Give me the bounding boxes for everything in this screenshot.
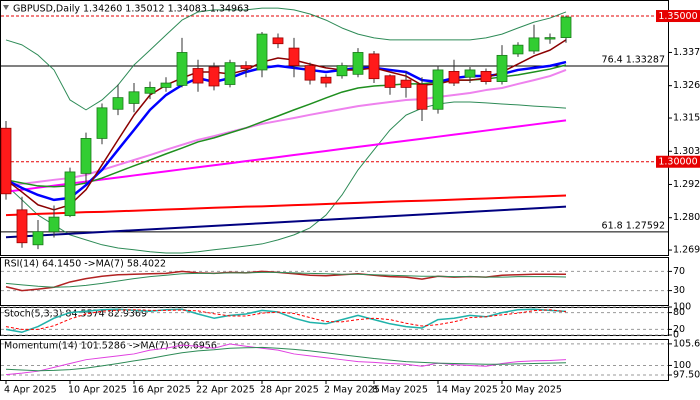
y-tick-label: 100 bbox=[673, 360, 691, 371]
x-tick-label: 28 Apr 2025 bbox=[260, 385, 319, 396]
indicator-line bbox=[5, 119, 567, 193]
candle-body bbox=[352, 52, 364, 75]
chart-title: GBPUSD,Daily 1.34260 1.35012 1.34083 1.3… bbox=[13, 4, 249, 15]
x-tick-label: 2 May 2025 bbox=[324, 385, 380, 396]
panel-title: RSI(14) 64.1450 ->MA(7) 58.4022 bbox=[4, 259, 166, 270]
y-tick-label: 1.30360 bbox=[673, 146, 700, 157]
y-tick-label: 1.33750 bbox=[673, 47, 700, 58]
candle-body bbox=[32, 231, 44, 246]
y-tick-label: 80 bbox=[673, 307, 685, 318]
candle-body bbox=[208, 66, 220, 87]
candle-body bbox=[320, 76, 332, 84]
y-tick-label: 20 bbox=[673, 324, 685, 335]
panel-frame bbox=[0, 307, 669, 336]
y-tick-label: 0 bbox=[673, 330, 679, 341]
y-tick-label: 1.26970 bbox=[673, 245, 700, 256]
indicator-line bbox=[5, 7, 567, 111]
price-level-label: 1.35000 bbox=[658, 11, 697, 22]
panel-title: Momentum(14) 101.5286 ->MA(7) 100.6956 bbox=[4, 341, 217, 352]
y-tick-label: 1.31500 bbox=[673, 113, 700, 124]
menu-icon bbox=[3, 5, 9, 10]
candle-body bbox=[528, 37, 540, 52]
y-tick-label: 100 bbox=[673, 302, 691, 313]
indicator-line bbox=[5, 101, 567, 254]
candle-body bbox=[480, 71, 492, 83]
candle-body bbox=[80, 138, 92, 174]
candle-body bbox=[560, 16, 572, 38]
x-tick-label: 22 Apr 2025 bbox=[196, 385, 255, 396]
candle-body bbox=[96, 107, 108, 139]
candle-body bbox=[240, 65, 252, 69]
y-tick-label: 70 bbox=[673, 266, 685, 277]
panel-title: Stoch(5,3,3) 84.5574 82.9369 bbox=[4, 309, 147, 320]
price-level-box bbox=[656, 10, 700, 23]
candle-body bbox=[384, 75, 396, 88]
y-tick-label: 1.28080 bbox=[673, 212, 700, 223]
y-tick-label: 1.32610 bbox=[673, 80, 700, 91]
panel-frame bbox=[0, 257, 669, 306]
candle-body bbox=[448, 71, 460, 84]
panel-frame bbox=[0, 0, 669, 256]
candle-body bbox=[512, 44, 524, 55]
candle-body bbox=[112, 97, 124, 110]
indicator-line bbox=[5, 308, 567, 333]
candle-body bbox=[416, 84, 428, 110]
y-tick-label: 1.29220 bbox=[673, 179, 700, 190]
indicator-line bbox=[5, 271, 567, 288]
candle-body bbox=[0, 127, 12, 195]
price-level-label: 1.30000 bbox=[658, 157, 697, 168]
indicator-line bbox=[5, 39, 567, 211]
candle-body bbox=[144, 87, 156, 94]
candle-body bbox=[192, 68, 204, 84]
indicator-line bbox=[5, 194, 567, 217]
candle-body bbox=[128, 91, 140, 104]
candle-body bbox=[176, 52, 188, 86]
candle-body bbox=[400, 79, 412, 88]
x-tick-label: 14 May 2025 bbox=[436, 385, 498, 396]
indicator-line bbox=[5, 343, 567, 376]
x-tick-label: 10 Apr 2025 bbox=[68, 385, 127, 396]
candle-body bbox=[336, 65, 348, 77]
indicator-line bbox=[5, 346, 567, 372]
indicator-line bbox=[5, 309, 567, 330]
candle-body bbox=[432, 69, 444, 110]
candle-body bbox=[272, 37, 284, 45]
x-tick-label: 20 May 2025 bbox=[500, 385, 562, 396]
x-tick-label: 4 Apr 2025 bbox=[4, 385, 57, 396]
fib-level-label: 76.4 1.33287 bbox=[602, 54, 665, 65]
candle-body bbox=[256, 33, 268, 71]
y-tick-label: 30 bbox=[673, 285, 685, 296]
price-level-box bbox=[656, 155, 700, 168]
candle-body bbox=[496, 54, 508, 83]
candle-body bbox=[160, 82, 172, 88]
candle-body bbox=[16, 209, 28, 244]
fib-level-label: 61.8 1.27592 bbox=[602, 220, 665, 231]
candle-body bbox=[224, 62, 236, 85]
candle-body bbox=[288, 47, 300, 66]
candle-body bbox=[48, 216, 60, 233]
candle-body bbox=[368, 53, 380, 80]
candle-body bbox=[544, 37, 556, 40]
y-tick-label: 97.5033 bbox=[673, 370, 700, 381]
x-tick-label: 16 Apr 2025 bbox=[132, 385, 191, 396]
indicator-line bbox=[5, 205, 567, 239]
y-tick-label: 105.627 bbox=[673, 338, 700, 349]
candle-body bbox=[304, 65, 316, 81]
x-tick-label: 8 May 2025 bbox=[372, 385, 428, 396]
candle-body bbox=[64, 171, 76, 217]
candle-body bbox=[464, 69, 476, 78]
panel-frame bbox=[0, 339, 669, 381]
